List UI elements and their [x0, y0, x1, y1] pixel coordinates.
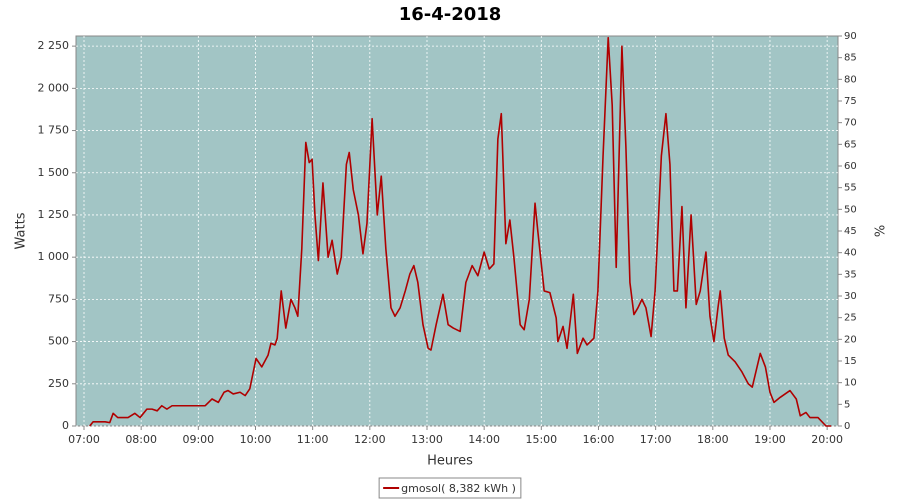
chart-title: 16-4-2018 — [399, 4, 502, 25]
x-tick-label: 13:00 — [411, 433, 443, 446]
legend-box — [378, 477, 522, 499]
y-tick-label: 2 250 — [38, 39, 70, 52]
y2-tick-label: 20 — [844, 334, 857, 345]
y-tick-label: 1 000 — [38, 250, 70, 263]
y-tick-label: 1 250 — [38, 208, 70, 221]
x-tick-label: 07:00 — [68, 433, 100, 446]
x-tick-label: 09:00 — [182, 433, 214, 446]
x-tick-label: 15:00 — [525, 433, 557, 446]
y2-tick-label: 70 — [844, 118, 857, 129]
x-tick-label: 12:00 — [354, 433, 386, 446]
y2-tick-label: 0 — [844, 421, 850, 432]
y2-tick-label: 50 — [844, 204, 857, 215]
legend-label: gmosol( 8,382 kWh ) — [401, 482, 516, 495]
y2-tick-label: 40 — [844, 248, 857, 259]
y-tick-label: 1 750 — [38, 124, 70, 137]
y2-tick-label: 45 — [844, 226, 857, 237]
x-tick-label: 20:00 — [811, 433, 843, 446]
y-tick-label: 0 — [62, 419, 69, 432]
x-tick-label: 10:00 — [240, 433, 272, 446]
x-tick-label: 19:00 — [754, 433, 786, 446]
y2-tick-label: 55 — [844, 183, 857, 194]
y2-tick-label: 10 — [844, 378, 857, 389]
x-tick-label: 08:00 — [125, 433, 157, 446]
x-axis-title: Heures — [427, 454, 473, 469]
y-axis-title: Watts — [14, 212, 29, 249]
x-tick-label: 18:00 — [697, 433, 729, 446]
y2-tick-label: 30 — [844, 291, 857, 302]
y2-axis-title: % — [874, 225, 889, 237]
y2-tick-label: 65 — [844, 139, 857, 150]
y2-tick-label: 5 — [844, 399, 850, 410]
y-tick-label: 2 000 — [38, 81, 70, 94]
legend: gmosol( 8,382 kWh ) — [378, 477, 522, 499]
y2-tick-label: 90 — [844, 31, 857, 42]
x-tick-label: 17:00 — [640, 433, 672, 446]
y2-tick-label: 60 — [844, 161, 857, 172]
y2-tick-label: 35 — [844, 269, 857, 280]
y2-tick-label: 80 — [844, 74, 857, 85]
y-tick-label: 500 — [48, 335, 69, 348]
x-tick-label: 11:00 — [297, 433, 329, 446]
y2-tick-label: 85 — [844, 53, 857, 64]
y-tick-label: 250 — [48, 377, 69, 390]
y-tick-label: 750 — [48, 292, 69, 305]
plot-area — [75, 35, 839, 427]
x-tick-label: 14:00 — [468, 433, 500, 446]
y2-tick-label: 25 — [844, 313, 857, 324]
data-line — [89, 36, 832, 427]
y2-tick-label: 15 — [844, 356, 857, 367]
x-tick-label: 16:00 — [583, 433, 615, 446]
y2-tick-label: 75 — [844, 96, 857, 107]
y-tick-label: 1 500 — [38, 166, 70, 179]
